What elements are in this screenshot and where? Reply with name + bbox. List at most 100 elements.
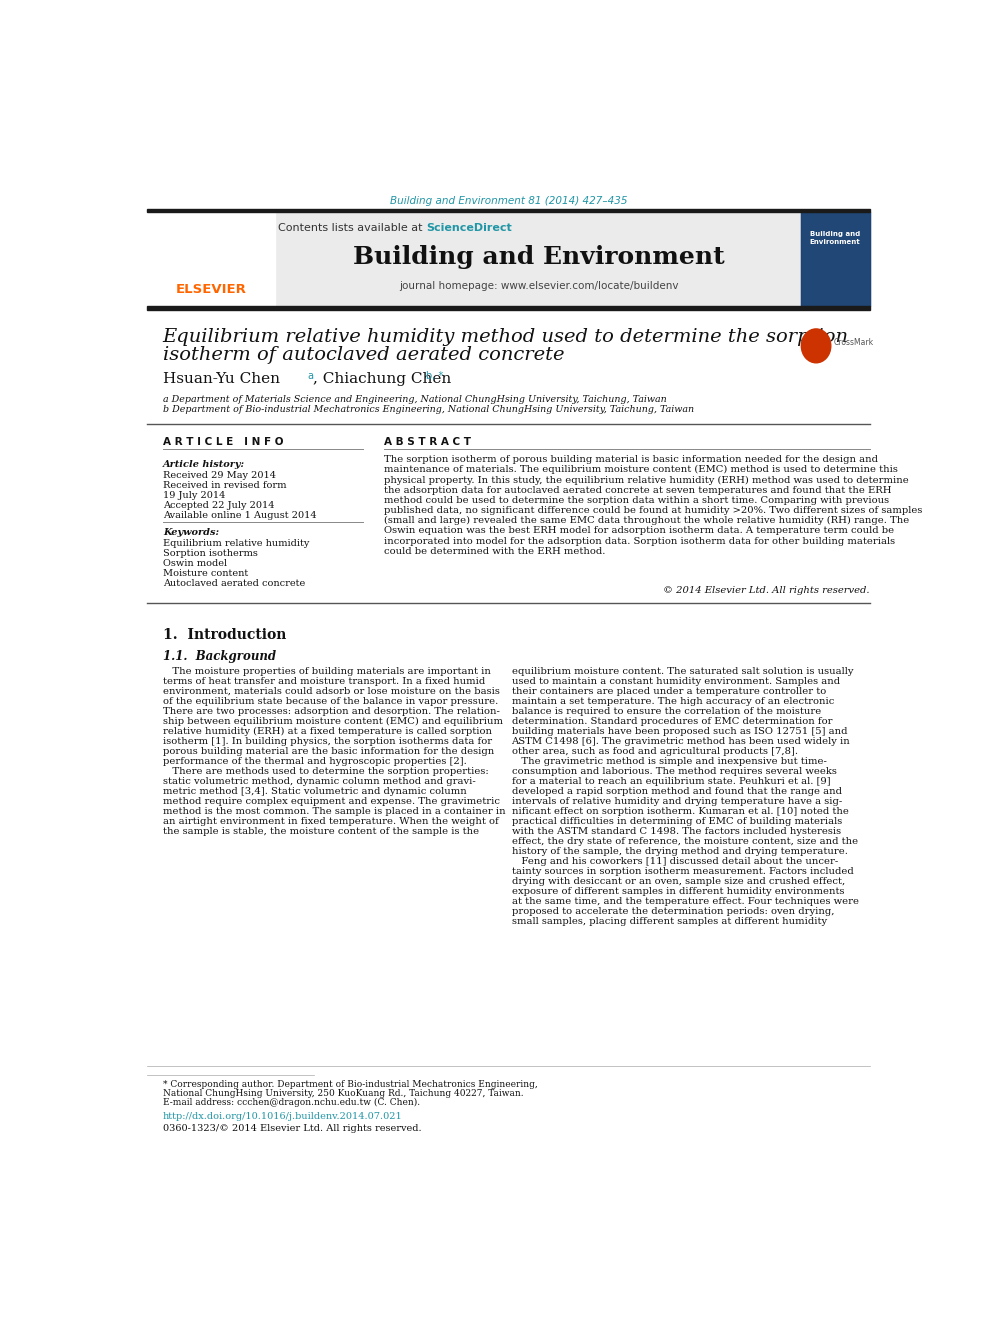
Text: The moisture properties of building materials are important in: The moisture properties of building mate… bbox=[163, 667, 491, 676]
Text: building materials have been proposed such as ISO 12751 [5] and: building materials have been proposed su… bbox=[512, 728, 847, 736]
Text: +: + bbox=[806, 332, 825, 352]
Bar bbox=[801, 212, 870, 306]
Text: Hsuan-Yu Chen: Hsuan-Yu Chen bbox=[163, 372, 285, 386]
Text: There are methods used to determine the sorption properties:: There are methods used to determine the … bbox=[163, 767, 488, 777]
Text: Oswin equation was the best ERH model for adsorption isotherm data. A temperatur: Oswin equation was the best ERH model fo… bbox=[384, 527, 894, 536]
Text: method could be used to determine the sorption data within a short time. Compari: method could be used to determine the so… bbox=[384, 496, 889, 505]
Text: isotherm [1]. In building physics, the sorption isotherms data for: isotherm [1]. In building physics, the s… bbox=[163, 737, 492, 746]
Text: Article history:: Article history: bbox=[163, 460, 245, 468]
Text: E-mail address: ccchen@dragon.nchu.edu.tw (C. Chen).: E-mail address: ccchen@dragon.nchu.edu.t… bbox=[163, 1098, 420, 1107]
Text: static volumetric method, dynamic column method and gravi-: static volumetric method, dynamic column… bbox=[163, 777, 475, 786]
Text: at the same time, and the temperature effect. Four techniques were: at the same time, and the temperature ef… bbox=[512, 897, 858, 906]
Bar bbox=[801, 212, 870, 306]
Text: maintenance of materials. The equilibrium moisture content (EMC) method is used : maintenance of materials. The equilibriu… bbox=[384, 466, 898, 475]
Text: The sorption isotherm of porous building material is basic information needed fo: The sorption isotherm of porous building… bbox=[384, 455, 878, 464]
Text: © 2014 Elsevier Ltd. All rights reserved.: © 2014 Elsevier Ltd. All rights reserved… bbox=[663, 586, 870, 595]
Bar bbox=[200, 262, 221, 266]
Text: metric method [3,4]. Static volumetric and dynamic column: metric method [3,4]. Static volumetric a… bbox=[163, 787, 466, 796]
Text: practical difficulties in determining of EMC of building materials: practical difficulties in determining of… bbox=[512, 818, 842, 826]
Text: A B S T R A C T: A B S T R A C T bbox=[384, 437, 470, 447]
Text: Moisture content: Moisture content bbox=[163, 569, 248, 578]
Text: relative humidity (ERH) at a fixed temperature is called sorption: relative humidity (ERH) at a fixed tempe… bbox=[163, 728, 492, 736]
Text: small samples, placing different samples at different humidity: small samples, placing different samples… bbox=[512, 917, 826, 926]
Text: effect, the dry state of reference, the moisture content, size and the: effect, the dry state of reference, the … bbox=[512, 837, 858, 847]
Text: Feng and his coworkers [11] discussed detail about the uncer-: Feng and his coworkers [11] discussed de… bbox=[512, 857, 838, 867]
Text: performance of the thermal and hygroscopic properties [2].: performance of the thermal and hygroscop… bbox=[163, 757, 466, 766]
Bar bbox=[147, 209, 870, 212]
Text: (small and large) revealed the same EMC data throughout the whole relative humid: (small and large) revealed the same EMC … bbox=[384, 516, 909, 525]
Text: balance is required to ensure the correlation of the moisture: balance is required to ensure the correl… bbox=[512, 706, 820, 716]
Text: maintain a set temperature. The high accuracy of an electronic: maintain a set temperature. The high acc… bbox=[512, 697, 834, 706]
Text: their containers are placed under a temperature controller to: their containers are placed under a temp… bbox=[512, 687, 825, 696]
Text: a Department of Materials Science and Engineering, National ChungHsing Universit: a Department of Materials Science and En… bbox=[163, 394, 667, 404]
Text: physical property. In this study, the equilibrium relative humidity (ERH) method: physical property. In this study, the eq… bbox=[384, 475, 909, 484]
Text: environment, materials could adsorb or lose moisture on the basis: environment, materials could adsorb or l… bbox=[163, 687, 500, 696]
Text: the sample is stable, the moisture content of the sample is the: the sample is stable, the moisture conte… bbox=[163, 827, 479, 836]
Text: the adsorption data for autoclaved aerated concrete at seven temperatures and fo: the adsorption data for autoclaved aerat… bbox=[384, 486, 891, 495]
Text: exposure of different samples in different humidity environments: exposure of different samples in differe… bbox=[512, 888, 844, 896]
Text: Contents lists available at: Contents lists available at bbox=[278, 224, 427, 233]
Text: method require complex equipment and expense. The gravimetric: method require complex equipment and exp… bbox=[163, 796, 500, 806]
Text: There are two processes: adsorption and desorption. The relation-: There are two processes: adsorption and … bbox=[163, 706, 500, 716]
Bar bbox=[275, 212, 801, 306]
Text: Accepted 22 July 2014: Accepted 22 July 2014 bbox=[163, 501, 274, 511]
Text: journal homepage: www.elsevier.com/locate/buildenv: journal homepage: www.elsevier.com/locat… bbox=[399, 280, 679, 291]
Text: CrossMark: CrossMark bbox=[834, 337, 874, 347]
Text: Sorption isotherms: Sorption isotherms bbox=[163, 549, 258, 558]
Text: 0360-1323/© 2014 Elsevier Ltd. All rights reserved.: 0360-1323/© 2014 Elsevier Ltd. All right… bbox=[163, 1125, 422, 1134]
Text: history of the sample, the drying method and drying temperature.: history of the sample, the drying method… bbox=[512, 847, 847, 856]
Text: ELSEVIER: ELSEVIER bbox=[176, 283, 246, 296]
Text: * Corresponding author. Department of Bio-industrial Mechatronics Engineering,: * Corresponding author. Department of Bi… bbox=[163, 1080, 538, 1089]
Text: tainty sources in sorption isotherm measurement. Factors included: tainty sources in sorption isotherm meas… bbox=[512, 867, 853, 876]
Text: intervals of relative humidity and drying temperature have a sig-: intervals of relative humidity and dryin… bbox=[512, 796, 842, 806]
Text: used to maintain a constant humidity environment. Samples and: used to maintain a constant humidity env… bbox=[512, 677, 839, 685]
Text: http://dx.doi.org/10.1016/j.buildenv.2014.07.021: http://dx.doi.org/10.1016/j.buildenv.201… bbox=[163, 1113, 403, 1121]
Text: terms of heat transfer and moisture transport. In a fixed humid: terms of heat transfer and moisture tran… bbox=[163, 677, 485, 685]
Text: method is the most common. The sample is placed in a container in: method is the most common. The sample is… bbox=[163, 807, 505, 816]
Text: could be determined with the ERH method.: could be determined with the ERH method. bbox=[384, 546, 605, 556]
Bar bbox=[203, 255, 218, 261]
Text: ScienceDirect: ScienceDirect bbox=[427, 224, 512, 233]
Text: National ChungHsing University, 250 KuoKuang Rd., Taichung 40227, Taiwan.: National ChungHsing University, 250 KuoK… bbox=[163, 1089, 524, 1098]
Text: Received in revised form: Received in revised form bbox=[163, 482, 287, 491]
Ellipse shape bbox=[802, 329, 831, 363]
Text: with the ASTM standard C 1498. The factors included hysteresis: with the ASTM standard C 1498. The facto… bbox=[512, 827, 840, 836]
Bar bbox=[147, 212, 275, 306]
Text: Equilibrium relative humidity method used to determine the sorption: Equilibrium relative humidity method use… bbox=[163, 328, 849, 347]
Text: 19 July 2014: 19 July 2014 bbox=[163, 491, 225, 500]
Text: Keywords:: Keywords: bbox=[163, 528, 219, 537]
Text: The gravimetric method is simple and inexpensive but time-: The gravimetric method is simple and ine… bbox=[512, 757, 826, 766]
Bar bbox=[198, 269, 223, 273]
Text: incorporated into model for the adsorption data. Sorption isotherm data for othe: incorporated into model for the adsorpti… bbox=[384, 537, 895, 545]
Text: , Chiachung Chen: , Chiachung Chen bbox=[313, 372, 456, 386]
Text: 1.1.  Background: 1.1. Background bbox=[163, 650, 276, 663]
Text: developed a rapid sorption method and found that the range and: developed a rapid sorption method and fo… bbox=[512, 787, 841, 796]
Bar bbox=[147, 306, 870, 310]
Text: of the equilibrium state because of the balance in vapor pressure.: of the equilibrium state because of the … bbox=[163, 697, 498, 706]
Text: A R T I C L E   I N F O: A R T I C L E I N F O bbox=[163, 437, 284, 447]
Text: Building and Environment 81 (2014) 427–435: Building and Environment 81 (2014) 427–4… bbox=[390, 196, 627, 206]
Text: published data, no significant difference could be found at humidity >20%. Two d: published data, no significant differenc… bbox=[384, 505, 922, 515]
Text: porous building material are the basic information for the design: porous building material are the basic i… bbox=[163, 747, 494, 755]
Text: determination. Standard procedures of EMC determination for: determination. Standard procedures of EM… bbox=[512, 717, 832, 726]
Text: 1.  Introduction: 1. Introduction bbox=[163, 628, 286, 643]
Text: Equilibrium relative humidity: Equilibrium relative humidity bbox=[163, 540, 310, 548]
Text: proposed to accelerate the determination periods: oven drying,: proposed to accelerate the determination… bbox=[512, 908, 834, 917]
Text: Oswin model: Oswin model bbox=[163, 560, 227, 568]
Text: Building and: Building and bbox=[809, 232, 860, 237]
Text: ship between equilibrium moisture content (EMC) and equilibrium: ship between equilibrium moisture conten… bbox=[163, 717, 503, 726]
Text: equilibrium moisture content. The saturated salt solution is usually: equilibrium moisture content. The satura… bbox=[512, 667, 853, 676]
Text: drying with desiccant or an oven, sample size and crushed effect,: drying with desiccant or an oven, sample… bbox=[512, 877, 845, 886]
Bar bbox=[207, 243, 214, 249]
Text: Environment: Environment bbox=[809, 239, 860, 245]
Text: b Department of Bio-industrial Mechatronics Engineering, National ChungHsing Uni: b Department of Bio-industrial Mechatron… bbox=[163, 405, 693, 414]
Text: a: a bbox=[307, 370, 312, 381]
Text: Available online 1 August 2014: Available online 1 August 2014 bbox=[163, 512, 316, 520]
Text: an airtight environment in fixed temperature. When the weight of: an airtight environment in fixed tempera… bbox=[163, 818, 499, 826]
Text: isotherm of autoclaved aerated concrete: isotherm of autoclaved aerated concrete bbox=[163, 347, 564, 364]
Bar bbox=[205, 250, 216, 254]
Text: Building and Environment: Building and Environment bbox=[353, 245, 724, 270]
Text: other area, such as food and agricultural products [7,8].: other area, such as food and agricultura… bbox=[512, 747, 798, 755]
Text: b, *: b, * bbox=[427, 370, 443, 381]
Text: consumption and laborious. The method requires several weeks: consumption and laborious. The method re… bbox=[512, 767, 836, 777]
